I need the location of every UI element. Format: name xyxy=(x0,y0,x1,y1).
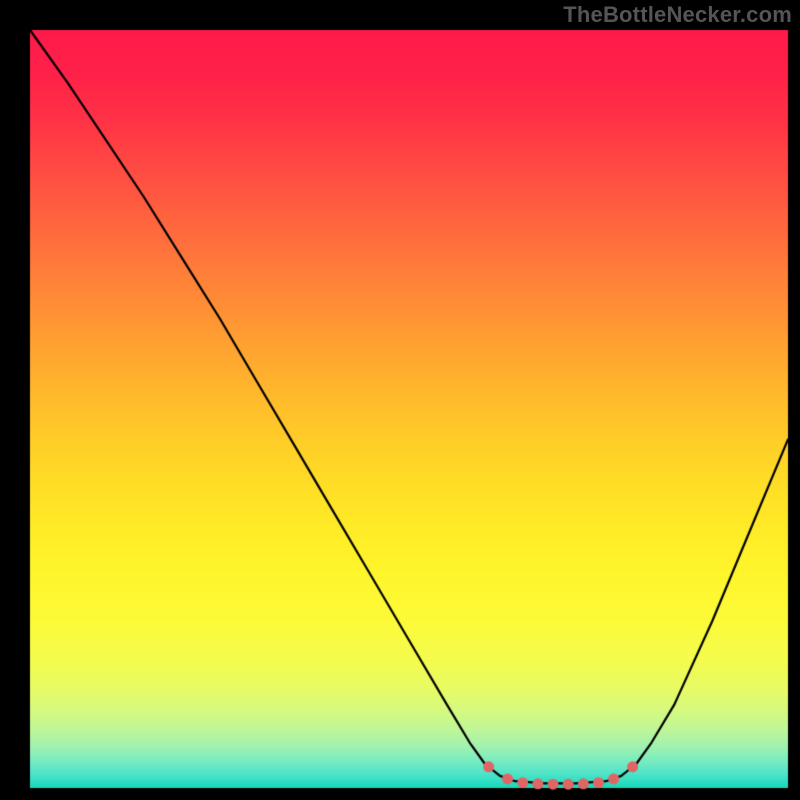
chart-frame: TheBottleNecker.com xyxy=(0,0,800,800)
watermark-text: TheBottleNecker.com xyxy=(563,2,792,28)
bottleneck-curve-chart xyxy=(0,0,800,800)
